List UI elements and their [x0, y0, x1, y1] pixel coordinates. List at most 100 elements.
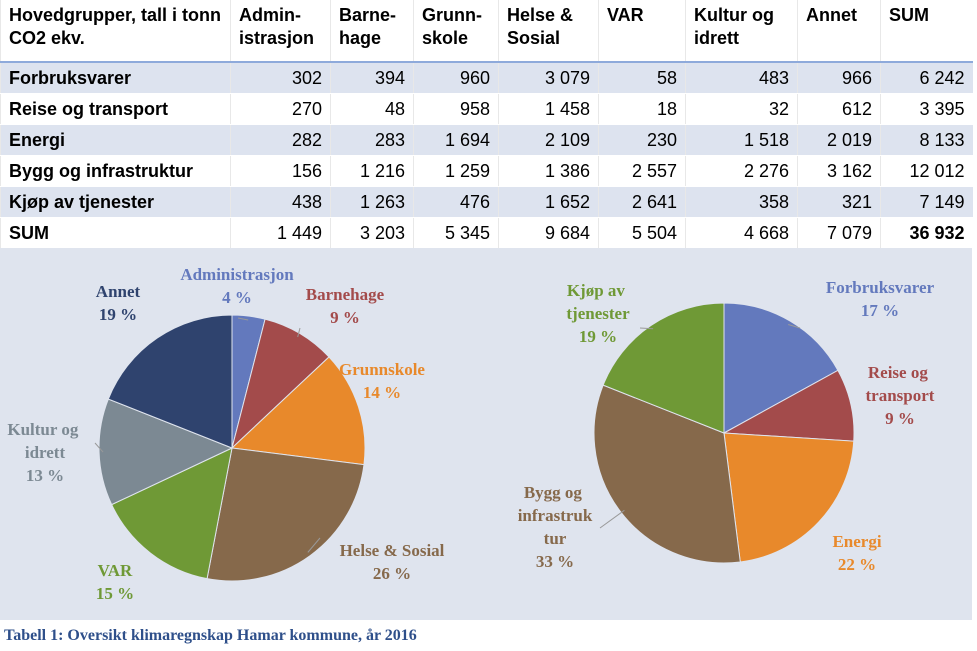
slice-label: Kultur og idrett [7, 420, 82, 462]
header-cell: Barne­hage [330, 0, 414, 63]
label-line: infrastruk [518, 506, 593, 525]
slice-value: 4 % [222, 288, 252, 307]
cell: 1 458 [498, 93, 599, 125]
table-row: Energi 282 283 1 694 2 109 230 1 518 2 019 8 133 [0, 124, 973, 156]
cell: 7 149 [880, 186, 973, 218]
cell: 2 019 [797, 124, 881, 156]
slice-label: Forbruksvarer [826, 278, 935, 297]
header-cell: Admin­istrasjon [230, 0, 331, 63]
cell: 18 [598, 93, 686, 125]
cell: 394 [330, 62, 414, 94]
cell: 483 [685, 62, 798, 94]
header-cell: Grunn­skole [413, 0, 499, 63]
label-line: Energi [832, 532, 881, 551]
cell: 1 518 [685, 124, 798, 156]
cell: 230 [598, 124, 686, 156]
slice-label: Bygg og infrastruk tur [518, 483, 593, 548]
header-cell: VAR [598, 0, 686, 63]
row-label: Reise og transport [0, 93, 231, 125]
cell: 3 395 [880, 93, 973, 125]
label-line: Administrasjon [180, 265, 294, 284]
row-label: Kjøp av tjenester [0, 186, 231, 218]
cell: 358 [685, 186, 798, 218]
cell: 1 386 [498, 155, 599, 187]
slice-label: Helse & Sosial [340, 541, 445, 560]
header-cell: Kultur og idrett [685, 0, 798, 63]
slice-value: 14 % [363, 383, 401, 402]
cell: 4 668 [685, 217, 798, 249]
cell: 3 203 [330, 217, 414, 249]
cell: 1 259 [413, 155, 499, 187]
header-cell: Annet [797, 0, 881, 63]
cell: 3 162 [797, 155, 881, 187]
cell: 9 684 [498, 217, 599, 249]
cell: 1 694 [413, 124, 499, 156]
cell: 958 [413, 93, 499, 125]
slice-value: 15 % [96, 584, 134, 603]
slice-value: 13 % [26, 466, 64, 485]
label-line: Forbruksvarer [826, 278, 935, 297]
pie-slice [206, 447, 365, 582]
slice-value: 9 % [885, 409, 915, 428]
label-line: idrett [25, 443, 66, 462]
leader-line [297, 327, 301, 338]
cell: 270 [230, 93, 331, 125]
label-line: tjenester [566, 304, 630, 323]
table-row: Reise og transport 270 48 958 1 458 18 32 612 3 … [0, 93, 973, 125]
pie-slice [230, 356, 366, 466]
header-cell: Hovedgrupper, tall i tonn CO2 ekv. [0, 0, 231, 63]
header-row: Hovedgrupper, tall i tonn CO2 ekv. Admin­… [0, 0, 973, 63]
label-line: VAR [98, 561, 133, 580]
cell: 2 109 [498, 124, 599, 156]
pie-slice [110, 447, 233, 580]
slice-value: 19 % [99, 305, 137, 324]
label-line: tur [544, 529, 567, 548]
row-label: SUM [0, 217, 231, 249]
cell: 2 276 [685, 155, 798, 187]
cell: 1 263 [330, 186, 414, 218]
cell: 1 449 [230, 217, 331, 249]
cell: 476 [413, 186, 499, 218]
slice-label: Administrasjon [180, 265, 294, 284]
label-line: Kultur og [7, 420, 82, 439]
cell: 612 [797, 93, 881, 125]
slice-label: Grunnskole [339, 360, 425, 379]
row-label: Bygg og infrastruktur [0, 155, 231, 187]
row-label: Energi [0, 124, 231, 156]
table-row: Bygg og infrastruktur 156 1 216 1 259 1 386 2… [0, 155, 973, 187]
slice-value: 17 % [861, 301, 899, 320]
slice-label: VAR [98, 561, 133, 580]
label-line: Kjøp av [567, 281, 629, 300]
cell: 321 [797, 186, 881, 218]
cell: 36 932 [880, 217, 973, 249]
slice-label: Energi [832, 532, 881, 551]
leader-line [599, 509, 625, 529]
cell: 48 [330, 93, 414, 125]
leader-line [307, 537, 321, 553]
table-body: Forbruksvarer 302 394 960 3 079 58 483 966 6 242… [0, 62, 973, 249]
cell: 6 242 [880, 62, 973, 94]
pie-slice [602, 302, 725, 434]
cell: 7 079 [797, 217, 881, 249]
cell: 5 345 [413, 217, 499, 249]
pie-slice [723, 432, 855, 563]
cell: 282 [230, 124, 331, 156]
leader-line [94, 442, 104, 453]
cell: 302 [230, 62, 331, 94]
slice-label: Barnehage [306, 285, 385, 304]
cell: 58 [598, 62, 686, 94]
cell: 3 079 [498, 62, 599, 94]
slice-label: Kjøp av tjenester [566, 281, 630, 323]
cell: 1 216 [330, 155, 414, 187]
cell: 960 [413, 62, 499, 94]
cell: 156 [230, 155, 331, 187]
row-label: Forbruksvarer [0, 62, 231, 94]
table: Hovedgrupper, tall i tonn CO2 ekv. Admin­… [0, 0, 973, 249]
label-line: Grunnskole [339, 360, 425, 379]
label-line: Barnehage [306, 285, 385, 304]
charts-panel: Administrasjon 4 % Barnehage 9 % Grunnskole 1… [0, 248, 972, 620]
label-line: Helse & Sosial [340, 541, 445, 560]
label-line: Reise og [868, 363, 932, 382]
cell: 966 [797, 62, 881, 94]
